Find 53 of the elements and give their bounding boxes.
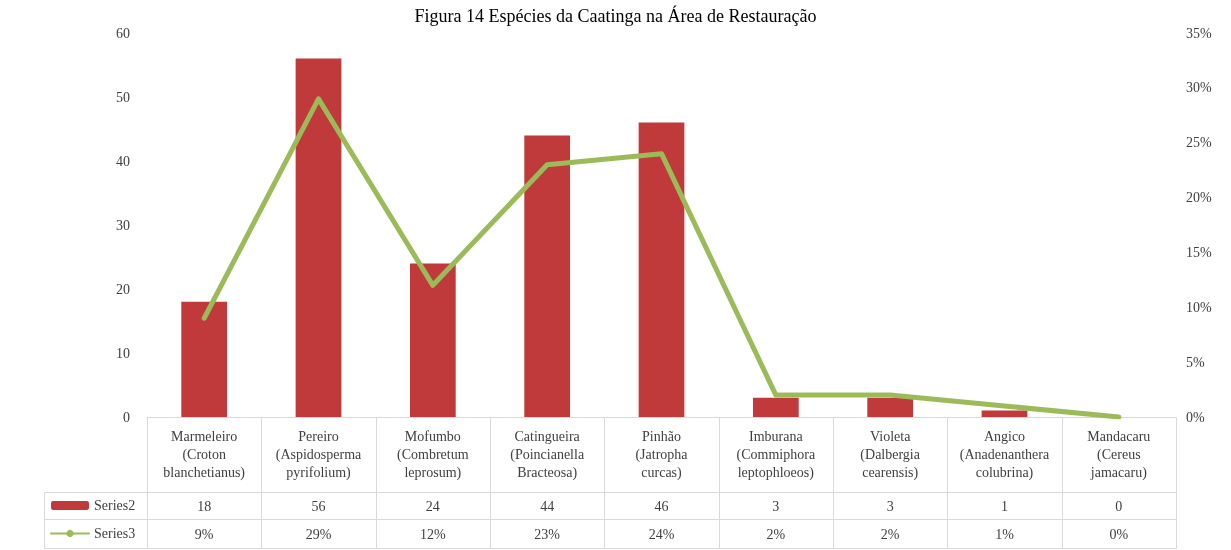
legend-label: Series3 [94, 526, 136, 541]
bar [524, 135, 571, 417]
data-label: 12% [419, 526, 446, 543]
x-tick-label: Mandacaru (Cereus jamacaru) [1087, 428, 1151, 481]
bar [295, 58, 342, 417]
data-label: 0% [1109, 526, 1129, 543]
y-tick-label: 0 [123, 409, 130, 425]
data-label: 18 [197, 498, 212, 515]
bar [981, 410, 1028, 417]
data-label: 0 [1115, 498, 1123, 515]
bar [752, 397, 799, 417]
data-label: 44 [540, 498, 555, 515]
data-label: 9% [194, 526, 214, 543]
data-label: 24% [648, 526, 675, 543]
y-tick-label: 30 [116, 217, 130, 233]
bar [638, 122, 685, 417]
data-label: 46 [654, 498, 669, 515]
y2-tick-label: 35% [1186, 25, 1212, 41]
y2-tick-label: 10% [1186, 299, 1212, 315]
y2-tick-label: 25% [1186, 135, 1212, 151]
data-label: 1% [995, 526, 1014, 543]
data-label: 29% [305, 526, 332, 543]
bar [867, 397, 914, 417]
data-label: 2% [880, 526, 900, 543]
x-tick-label: Imburana (Commiphora leptophloeos) [736, 428, 816, 481]
y2-tick-label: 30% [1186, 80, 1212, 96]
x-tick-label: Mofumbo (Combretum leprosum) [397, 428, 469, 481]
y-tick-label: 10 [116, 345, 130, 361]
bar [409, 263, 456, 417]
y-tick-label: 20 [116, 281, 130, 297]
y2-tick-label: 5% [1186, 354, 1205, 370]
chart-title: Figura 14 Espécies da Caatinga na Área de Restauração [414, 5, 817, 26]
x-tick-label: Pinhão (Jatropha curcas) [635, 428, 689, 481]
data-label: 24 [425, 498, 440, 515]
data-label: 3 [772, 498, 780, 515]
y2-tick-label: 20% [1186, 190, 1212, 206]
data-label: 3 [886, 498, 894, 515]
y-tick-label: 60 [116, 25, 130, 41]
x-tick-label: Pereiro (Aspidosperma pyrifolium) [275, 428, 363, 481]
x-tick-label: Violeta (Dalbergia cearensis) [860, 428, 921, 481]
data-label: 1 [1001, 498, 1008, 515]
x-tick-label: Angico (Anadenanthera colubrina) [959, 428, 1050, 481]
y2-tick-label: 0% [1186, 409, 1205, 425]
data-label: 2% [766, 526, 786, 543]
y-tick-label: 50 [116, 89, 130, 105]
legend-label: Series2 [94, 498, 136, 513]
y-tick-label: 40 [116, 153, 130, 169]
data-label: 23% [534, 526, 560, 543]
data-label: 56 [311, 498, 326, 515]
bar [181, 301, 228, 417]
x-tick-label: Catingueira (Poincianella Bracteosa) [510, 428, 585, 481]
x-tick-label: Marmeleiro (Croton blanchetianus) [163, 428, 246, 481]
y2-tick-label: 15% [1186, 244, 1212, 260]
